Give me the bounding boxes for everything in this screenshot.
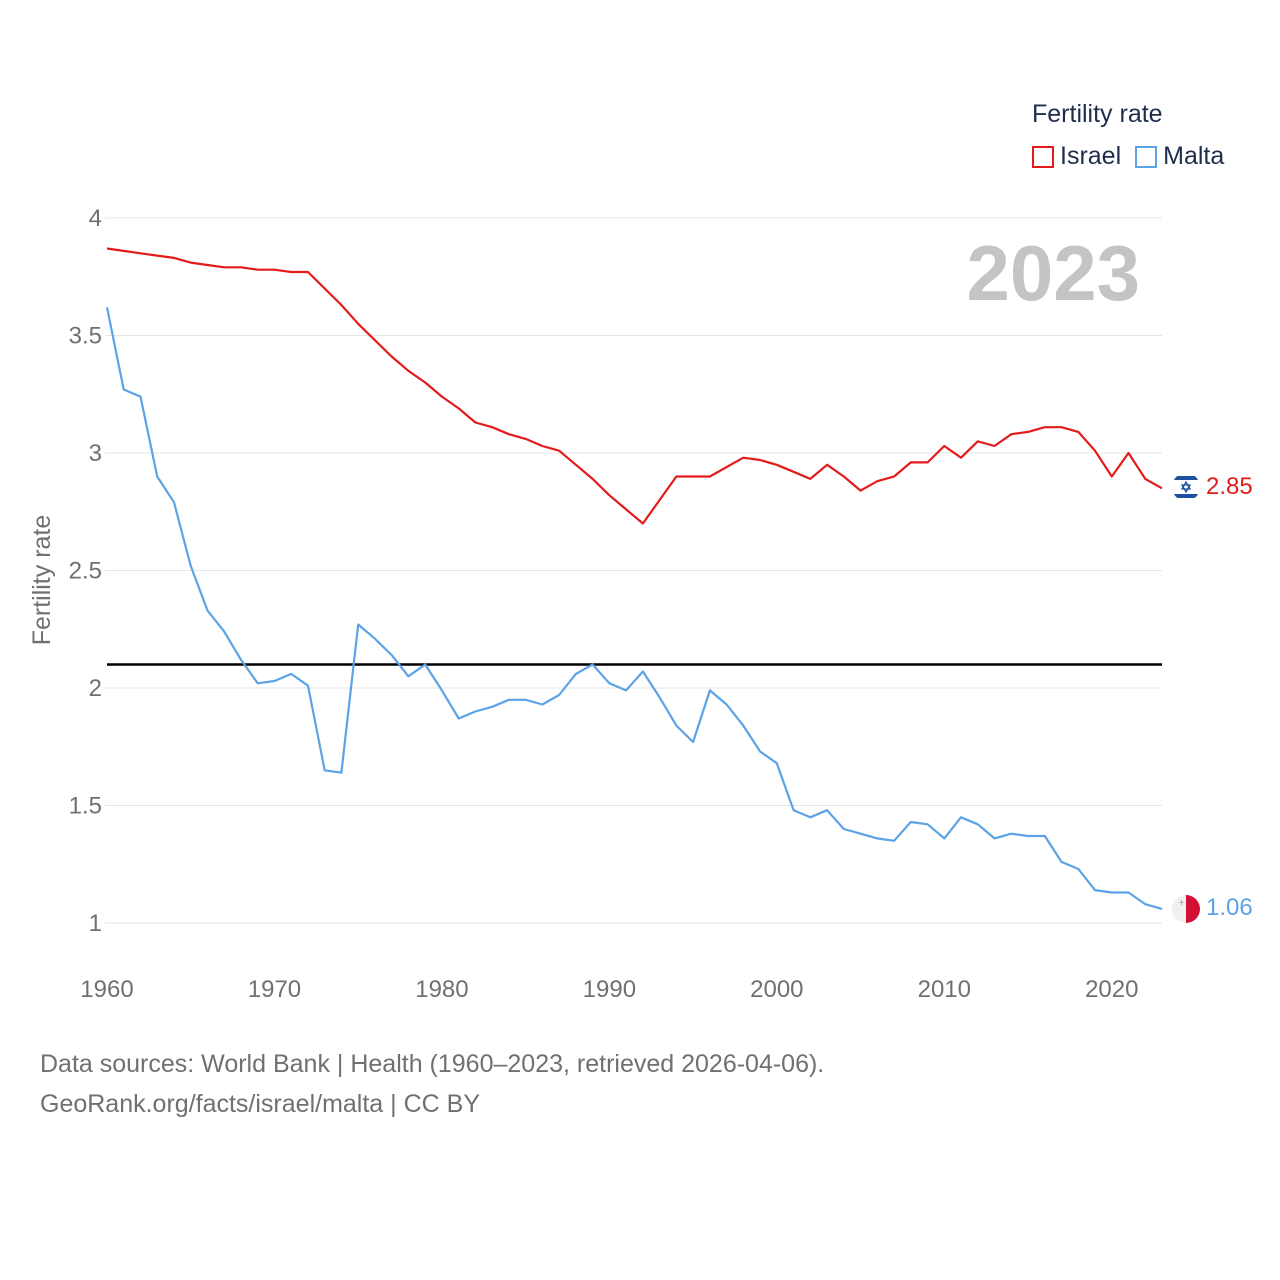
y-tick-label: 1	[89, 910, 102, 937]
data-source-note: Data sources: World Bank | Health (1960–…	[40, 1050, 825, 1078]
series-line-israel	[106, 247, 1163, 525]
y-tick-label: 4	[89, 205, 102, 232]
source-link[interactable]: GeoRank.org/facts/israel/malta | CC BY	[40, 1090, 480, 1118]
y-tick-label: 1.5	[69, 793, 102, 820]
x-tick-label: 1990	[583, 976, 636, 1003]
malta-flag-icon: +	[1172, 895, 1200, 923]
year-display: 2023	[966, 229, 1140, 317]
y-tick-label: 2	[89, 675, 102, 702]
legend-title: Fertility rate	[1032, 100, 1163, 128]
x-tick-label: 2000	[750, 976, 803, 1003]
legend-item-israel[interactable]: Israel	[1032, 142, 1121, 171]
y-tick-label: 3	[89, 440, 102, 467]
x-tick-label: 1970	[248, 976, 301, 1003]
x-tick-label: 2020	[1085, 976, 1138, 1003]
y-tick-label: 2.5	[69, 558, 102, 585]
malta-end-value: 1.06	[1206, 894, 1253, 921]
israel-flag-icon	[1172, 473, 1200, 501]
israel-end-value: 2.85	[1206, 473, 1253, 500]
svg-text:+: +	[1178, 898, 1185, 907]
legend-label-israel: Israel	[1060, 142, 1122, 170]
legend-item-malta[interactable]: Malta	[1135, 142, 1224, 171]
x-tick-label: 1980	[415, 976, 468, 1003]
footer: Data sources: World Bank | Health (1960–…	[40, 1044, 824, 1124]
data-series	[105, 247, 1163, 910]
series-line-malta	[105, 307, 1163, 910]
x-tick-label: 1960	[80, 976, 133, 1003]
x-tick-label: 2010	[918, 976, 971, 1003]
y-axis-ticks: 1 1.5 2 2.5 3 3.5 4	[69, 205, 102, 937]
y-axis-label: Fertility rate	[28, 515, 56, 646]
legend-label-malta: Malta	[1163, 142, 1225, 170]
x-axis-ticks: 1960 1970 1980 1990 2000 2010 2020	[80, 976, 1138, 1003]
legend: Israel Malta	[1032, 142, 1238, 171]
legend-swatch-malta	[1135, 145, 1158, 168]
gridlines	[105, 217, 1162, 924]
legend-swatch-israel	[1032, 145, 1054, 168]
y-tick-label: 3.5	[69, 323, 102, 350]
